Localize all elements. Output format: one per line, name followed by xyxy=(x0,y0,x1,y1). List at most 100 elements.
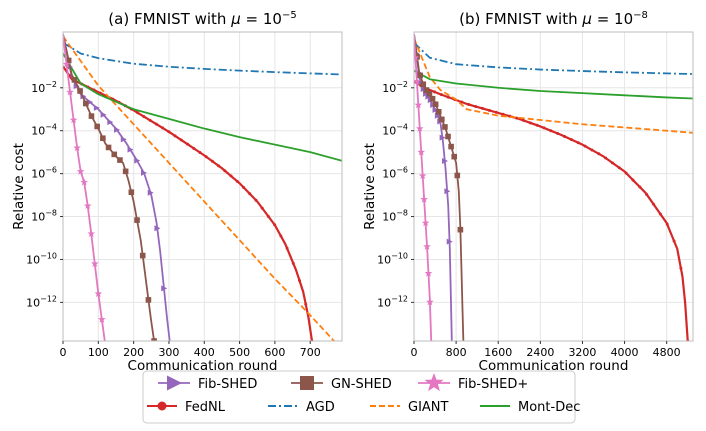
series-line xyxy=(414,69,693,100)
data-point xyxy=(521,118,525,122)
legend-label: AGD xyxy=(306,400,335,415)
data-point xyxy=(185,142,189,146)
y-tick-label: 10−8 xyxy=(31,209,57,224)
y-tick-exponent: −2 xyxy=(45,80,57,89)
x-tick-label: 200 xyxy=(123,346,144,359)
data-point xyxy=(658,212,662,216)
data-point xyxy=(140,169,147,176)
legend-item-giant: GIANT xyxy=(370,400,449,415)
series-agd xyxy=(63,41,342,76)
data-point xyxy=(82,100,89,107)
data-point xyxy=(672,239,676,243)
data-point xyxy=(432,106,439,113)
x-tick-label: 500 xyxy=(229,346,250,359)
y-tick-label: 10−10 xyxy=(26,251,57,266)
chart-title-prefix: (a) FMNIST with xyxy=(108,10,231,28)
data-point xyxy=(423,242,431,250)
data-point xyxy=(426,298,434,306)
data-point xyxy=(679,266,683,270)
data-point xyxy=(444,188,451,195)
data-point xyxy=(418,171,427,180)
legend-item-agd: AGD xyxy=(268,400,335,415)
y-tick-label: 10−6 xyxy=(382,166,408,181)
y-tick-label: 10−4 xyxy=(31,123,57,138)
x-tick-label: 0 xyxy=(411,346,418,359)
data-point xyxy=(66,88,74,96)
series-line xyxy=(414,34,433,341)
data-point xyxy=(441,157,448,164)
legend-label: Mont-Dec xyxy=(518,400,580,415)
plot-area xyxy=(414,34,693,348)
data-point xyxy=(148,118,152,122)
data-point xyxy=(248,192,252,196)
data-point xyxy=(94,123,100,130)
data-point xyxy=(424,269,433,277)
data-point xyxy=(460,100,464,104)
data-point xyxy=(87,99,94,106)
data-point xyxy=(127,146,134,153)
data-point xyxy=(576,141,580,145)
plot-frame xyxy=(413,31,694,342)
data-point xyxy=(279,234,283,238)
data-point xyxy=(494,110,498,114)
data-point xyxy=(435,109,442,115)
plot-area xyxy=(63,33,342,341)
data-point xyxy=(167,130,171,134)
data-point xyxy=(480,106,484,110)
data-point xyxy=(154,225,161,232)
series-fednl xyxy=(414,80,690,341)
data-point xyxy=(154,122,158,126)
data-point xyxy=(73,143,81,152)
data-point xyxy=(76,167,85,175)
data-point xyxy=(446,238,453,245)
data-point xyxy=(474,104,478,108)
data-point xyxy=(229,174,233,178)
y-tick-exponent: −12 xyxy=(391,294,408,303)
chart-title-mu: μ xyxy=(230,10,241,28)
data-point xyxy=(442,124,448,130)
data-point xyxy=(535,123,539,127)
y-tick-label: 10−4 xyxy=(382,123,408,138)
series-line xyxy=(414,42,693,75)
data-point xyxy=(638,185,642,189)
x-tick-label: 1600 xyxy=(484,346,512,359)
chart-title-prefix: (b) FMNIST with xyxy=(459,10,582,28)
data-point xyxy=(161,126,165,130)
data-point xyxy=(420,195,428,203)
x-tick-label: 3200 xyxy=(568,346,596,359)
data-point xyxy=(665,222,669,226)
chart-title-mu: μ xyxy=(581,10,592,28)
data-point xyxy=(610,161,614,165)
y-tick-exponent: −8 xyxy=(45,209,57,218)
series-line xyxy=(63,34,106,341)
y-tick-base: 10 xyxy=(382,211,396,224)
data-point xyxy=(161,285,168,292)
x-tick-label: 600 xyxy=(264,346,285,359)
data-point xyxy=(142,115,146,119)
legend-marker xyxy=(300,376,314,390)
data-point xyxy=(428,341,436,348)
data-point xyxy=(501,112,505,116)
x-axis: 0 800 1600 2400 3200 4000 4800 xyxy=(411,341,681,359)
series-gn-shed xyxy=(63,33,157,341)
series-line xyxy=(414,80,689,341)
y-tick-exponent: −4 xyxy=(45,123,57,132)
x-tick-label: 0 xyxy=(60,346,67,359)
data-point xyxy=(134,217,140,223)
legend-item-mont-dec: Mont-Dec xyxy=(480,400,580,415)
data-point xyxy=(204,155,208,159)
data-point xyxy=(114,126,121,133)
data-point xyxy=(98,315,106,323)
data-point xyxy=(94,289,103,298)
data-point xyxy=(254,198,258,202)
data-point xyxy=(217,164,221,168)
data-point xyxy=(105,144,112,151)
data-point xyxy=(71,77,78,83)
data-point xyxy=(467,102,471,106)
data-point xyxy=(90,259,99,267)
data-point xyxy=(120,136,127,143)
data-point xyxy=(448,143,454,150)
grid xyxy=(413,32,693,341)
y-axis-label: Relative cost xyxy=(11,143,27,230)
data-point xyxy=(77,88,83,94)
